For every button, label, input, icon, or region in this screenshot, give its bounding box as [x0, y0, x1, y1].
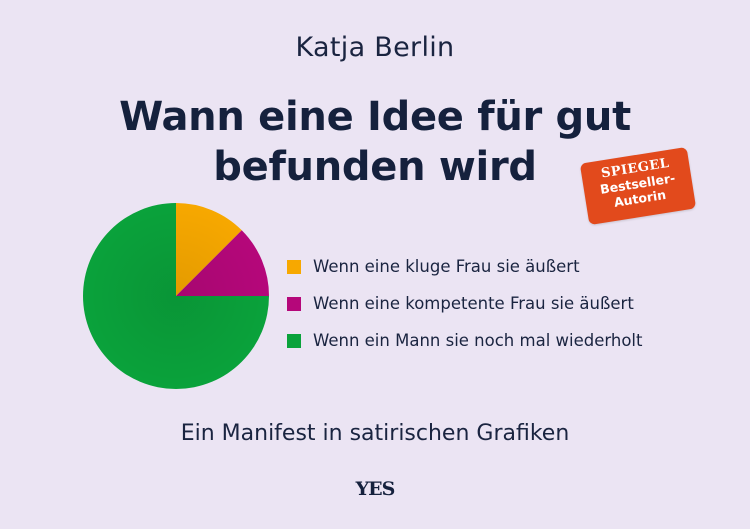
title-line-2: befunden wird [213, 144, 537, 190]
author-name: Katja Berlin [295, 32, 455, 63]
pie-chart [83, 203, 269, 389]
legend-label: Wenn eine kompetente Frau sie äußert [313, 294, 634, 313]
legend-item-kluge-frau: Wenn eine kluge Frau sie äußert [287, 248, 642, 285]
legend-label: Wenn eine kluge Frau sie äußert [313, 257, 580, 276]
publisher-logo: YES [355, 478, 396, 500]
book-title: Wann eine Idee für gut befunden wird [0, 92, 750, 192]
legend-swatch-green [287, 333, 301, 348]
legend-item-kompetente-frau: Wenn eine kompetente Frau sie äußert [287, 285, 642, 322]
chart-legend: Wenn eine kluge Frau sie äußert Wenn ein… [287, 248, 642, 359]
legend-swatch-magenta [287, 296, 301, 311]
book-subtitle: Ein Manifest in satirischen Grafiken [180, 421, 570, 446]
legend-label: Wenn ein Mann sie noch mal wiederholt [313, 331, 643, 350]
title-line-1: Wann eine Idee für gut [119, 94, 631, 140]
legend-item-mann: Wenn ein Mann sie noch mal wiederholt [287, 322, 642, 359]
legend-swatch-yellow [287, 259, 301, 274]
